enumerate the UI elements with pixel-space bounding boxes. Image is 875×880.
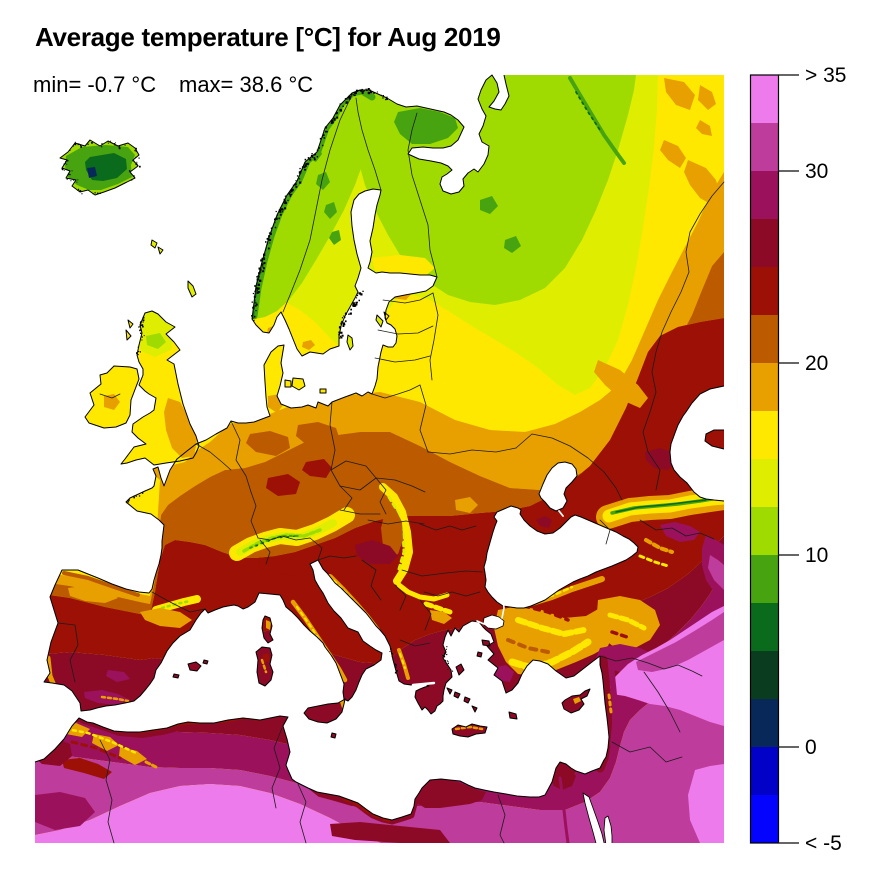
svg-text:30: 30 <box>805 160 828 183</box>
svg-text:> 35: > 35 <box>805 64 846 87</box>
svg-text:10: 10 <box>805 544 828 567</box>
svg-text:20: 20 <box>805 352 828 375</box>
svg-text:0: 0 <box>805 736 817 759</box>
svg-text:< -5: < -5 <box>805 832 842 855</box>
